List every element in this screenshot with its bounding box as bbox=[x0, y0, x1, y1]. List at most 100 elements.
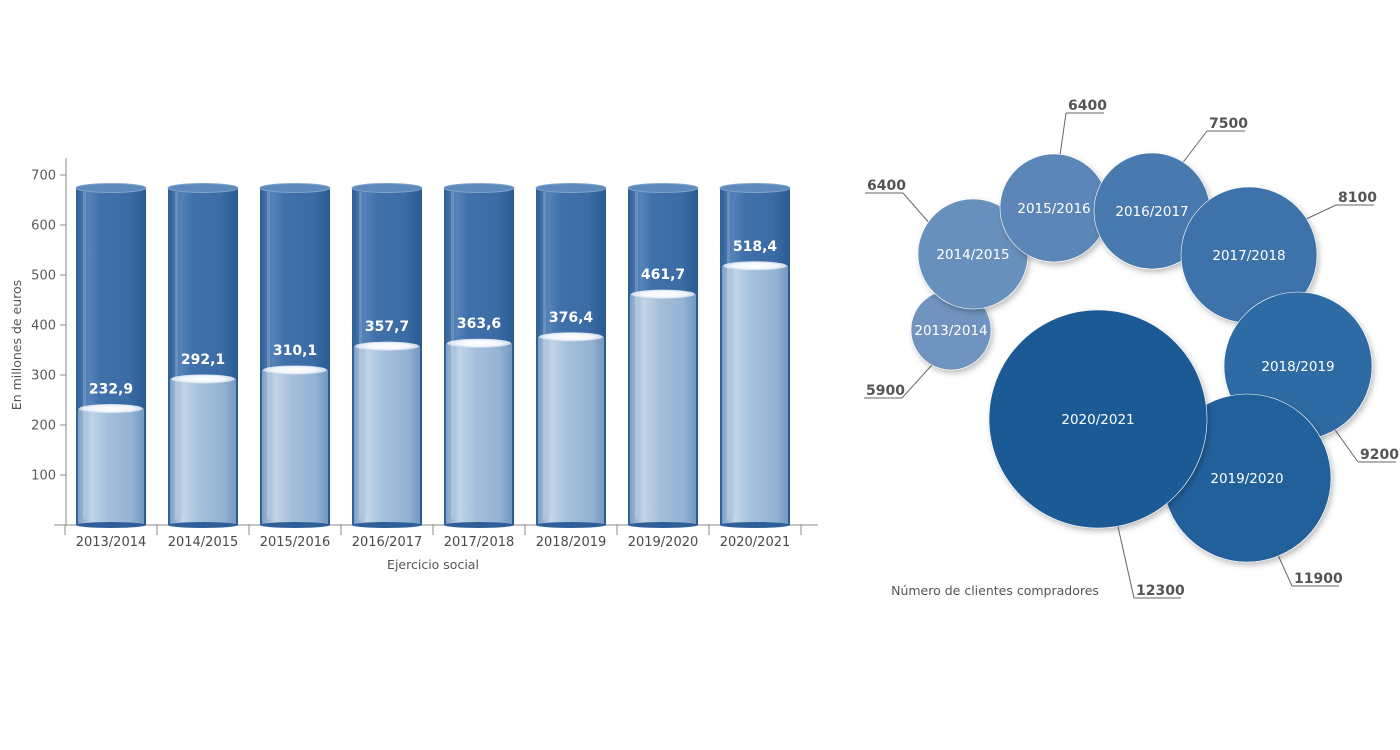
cylinder-highlight bbox=[451, 192, 454, 519]
cylinder-highlight bbox=[359, 192, 362, 519]
cylinder-bar bbox=[719, 183, 791, 528]
bubble-value-callout: 5900 bbox=[866, 383, 905, 399]
bar-fill bbox=[170, 378, 236, 525]
bubble-value-callout: 11900 bbox=[1294, 571, 1343, 587]
bubble-label: 2014/2015 bbox=[936, 247, 1009, 263]
y-tick-label: 700 bbox=[31, 169, 56, 184]
bubble: 2017/2018 bbox=[1180, 186, 1318, 324]
callout-values: 5900 6400 6400 7500 8100 9200 11900 12300 bbox=[866, 98, 1399, 599]
bubble-label: 2015/2016 bbox=[1017, 201, 1090, 217]
bubble-value-callout: 6400 bbox=[867, 178, 906, 194]
cylinder-base bbox=[720, 522, 790, 528]
bubble: 2014/2015 bbox=[917, 198, 1029, 310]
cylinder-base bbox=[168, 522, 238, 528]
cylinder-highlight bbox=[635, 192, 638, 519]
bubble-chart-caption: Número de clientes compradores bbox=[891, 583, 1099, 598]
bubble-label: 2016/2017 bbox=[1115, 204, 1188, 220]
cylinder-top bbox=[167, 183, 239, 193]
cylinder-highlight bbox=[83, 192, 86, 519]
cylinder-highlight bbox=[267, 192, 270, 519]
y-axis: 100 200 300 400 500 600 700 bbox=[31, 158, 67, 525]
cylinder-top bbox=[259, 183, 331, 193]
cylinder-bar bbox=[259, 183, 331, 528]
bubbles: 2013/2014 2014/2015 2015/2016 2016/2017 2017… bbox=[910, 152, 1373, 563]
cylinder-top bbox=[443, 183, 515, 193]
bar-fill bbox=[262, 369, 328, 525]
y-tick-label: 500 bbox=[31, 269, 56, 284]
x-category-label: 2020/2021 bbox=[720, 535, 791, 550]
bubble-value-callout: 6400 bbox=[1068, 98, 1107, 114]
bar-value-label: 363,6 bbox=[457, 316, 501, 332]
bar-value-label: 292,1 bbox=[181, 352, 225, 368]
bar-fill-surface bbox=[79, 404, 143, 414]
bubble: 2020/2021 bbox=[988, 309, 1208, 529]
bar-value-label: 376,4 bbox=[549, 310, 594, 326]
cylinder-top bbox=[627, 183, 699, 193]
cylinder-highlight bbox=[727, 192, 730, 519]
bar-fill bbox=[78, 408, 144, 525]
x-category-label: 2013/2014 bbox=[76, 535, 147, 550]
x-category-label: 2015/2016 bbox=[260, 535, 331, 550]
bubble-label: 2020/2021 bbox=[1061, 412, 1134, 428]
cylinder-base bbox=[352, 522, 422, 528]
cylinder-base bbox=[260, 522, 330, 528]
bar-fill bbox=[538, 336, 604, 525]
bubble-label: 2018/2019 bbox=[1261, 359, 1334, 375]
cylinder-bar bbox=[75, 183, 147, 528]
cylinder-base bbox=[536, 522, 606, 528]
cylinder-bar bbox=[627, 183, 699, 528]
y-tick-label: 100 bbox=[31, 469, 56, 484]
cylinder-base bbox=[76, 522, 146, 528]
bar-fill-surface bbox=[355, 341, 419, 351]
cylinder-bar bbox=[443, 183, 515, 528]
bar-fill-surface bbox=[171, 374, 235, 384]
cylinder-bar bbox=[351, 183, 423, 528]
cylinder-bars bbox=[75, 183, 791, 528]
x-category-label: 2017/2018 bbox=[444, 535, 515, 550]
bubble-label: 2013/2014 bbox=[914, 323, 987, 339]
cylinder-base bbox=[444, 522, 514, 528]
cylinder-top bbox=[719, 183, 791, 193]
bar-fill-surface bbox=[539, 332, 603, 342]
y-tick-label: 200 bbox=[31, 419, 56, 434]
bar-value-label: 310,1 bbox=[273, 343, 317, 359]
bar-chart: 100 200 300 400 500 600 700 232,9 292,1 310,1 357… bbox=[9, 158, 818, 572]
bubble-chart: 2013/2014 2014/2015 2015/2016 2016/2017 2017… bbox=[864, 98, 1399, 599]
bar-fill-surface bbox=[631, 289, 695, 299]
bar-fill bbox=[630, 294, 696, 525]
y-tick-label: 300 bbox=[31, 369, 56, 384]
bar-value-labels: 232,9 292,1 310,1 357,7 363,6 376,4 461,7 518,4 bbox=[89, 239, 778, 398]
x-category-label: 2014/2015 bbox=[168, 535, 239, 550]
cylinder-top bbox=[535, 183, 607, 193]
bar-value-label: 232,9 bbox=[89, 382, 133, 398]
x-category-label: 2018/2019 bbox=[536, 535, 607, 550]
cylinder-base bbox=[628, 522, 698, 528]
bar-fill bbox=[354, 346, 420, 525]
bubble-label: 2019/2020 bbox=[1210, 471, 1283, 487]
cylinder-top bbox=[75, 183, 147, 193]
x-category-label: 2016/2017 bbox=[352, 535, 423, 550]
cylinder-bar bbox=[535, 183, 607, 528]
x-axis bbox=[54, 524, 818, 535]
y-tick-label: 400 bbox=[31, 319, 56, 334]
bar-value-label: 357,7 bbox=[365, 319, 409, 335]
x-axis-title: Ejercicio social bbox=[387, 557, 479, 572]
bubble-value-callout: 12300 bbox=[1136, 583, 1185, 599]
cylinder-highlight bbox=[175, 192, 178, 519]
bar-value-label: 461,7 bbox=[641, 267, 685, 283]
bubble-label: 2017/2018 bbox=[1212, 248, 1285, 264]
category-labels: 2013/2014 2014/2015 2015/2016 2016/2017 2017… bbox=[76, 535, 791, 550]
cylinder-top bbox=[351, 183, 423, 193]
cylinder-bar bbox=[167, 183, 239, 528]
bar-fill-surface bbox=[263, 365, 327, 375]
cylinder-highlight bbox=[543, 192, 546, 519]
bubble: 2015/2016 bbox=[999, 153, 1109, 263]
bar-fill-surface bbox=[447, 338, 511, 348]
bubble-value-callout: 9200 bbox=[1360, 447, 1399, 463]
y-axis-title: En millones de euros bbox=[9, 280, 24, 410]
bubble-circle bbox=[988, 309, 1208, 529]
y-tick-label: 600 bbox=[31, 219, 56, 234]
bar-value-label: 518,4 bbox=[733, 239, 778, 255]
x-category-label: 2019/2020 bbox=[628, 535, 699, 550]
